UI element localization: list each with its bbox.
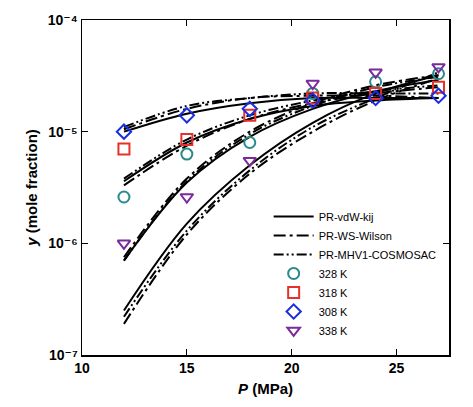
svg-text:y (mole fraction): y (mole fraction) [23,129,40,247]
svg-text:10: 10 [74,360,90,376]
svg-text:PR-vdW-kij: PR-vdW-kij [319,211,374,223]
svg-text:10⁻⁷: 10⁻⁷ [49,347,78,363]
svg-text:20: 20 [284,360,300,376]
svg-text:25: 25 [389,360,405,376]
svg-text:10⁻⁴: 10⁻⁴ [48,12,78,28]
svg-text:328 K: 328 K [319,268,348,280]
svg-text:PR-MHV1-COSMOSAC: PR-MHV1-COSMOSAC [319,249,436,261]
svg-text:15: 15 [179,360,195,376]
svg-text:10⁻⁵: 10⁻⁵ [48,124,78,140]
svg-text:P (MPa): P (MPa) [238,380,293,397]
svg-text:318 K: 318 K [319,287,348,299]
svg-text:PR-WS-Wilson: PR-WS-Wilson [319,230,392,242]
svg-text:308 K: 308 K [319,306,348,318]
svg-text:10⁻⁶: 10⁻⁶ [48,235,77,251]
svg-text:338 K: 338 K [319,325,348,337]
